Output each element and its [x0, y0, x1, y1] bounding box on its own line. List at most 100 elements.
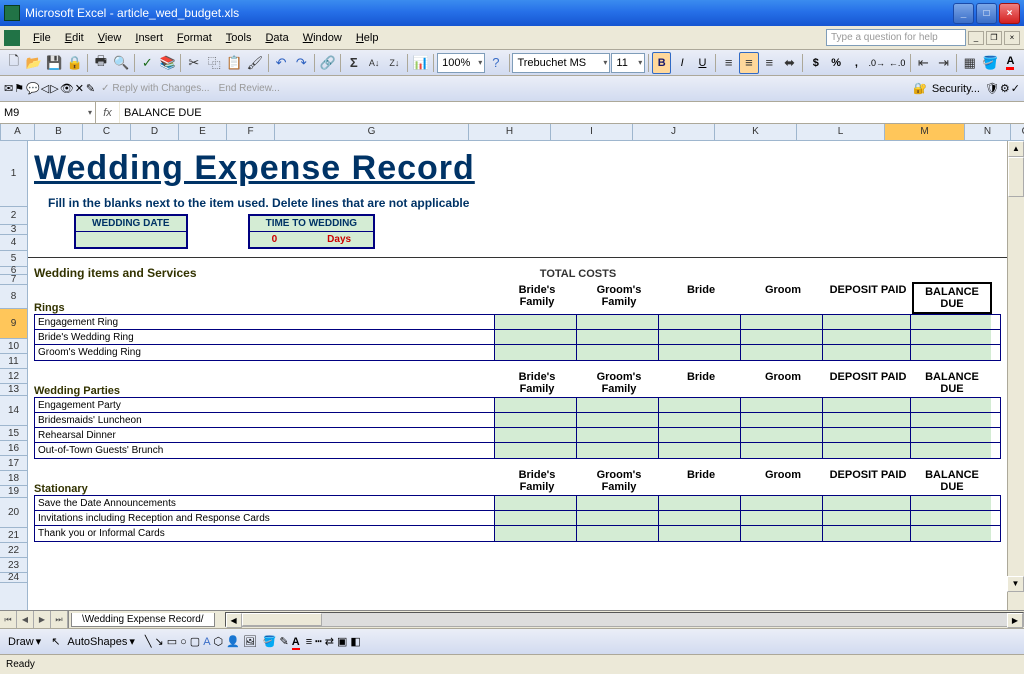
clipart-button[interactable]: 👤 — [226, 635, 240, 648]
row-header-2[interactable]: 2 — [0, 207, 27, 225]
menu-format[interactable]: Format — [170, 29, 219, 47]
name-box[interactable]: M9 — [0, 102, 96, 123]
tab-last-button[interactable]: ⏭ — [51, 611, 68, 628]
horizontal-scrollbar[interactable]: ◀ ▶ — [225, 612, 1024, 627]
draw-menu[interactable]: Draw ▾ — [4, 633, 45, 650]
percent-button[interactable]: % — [826, 52, 845, 74]
textbox-button[interactable]: ▢ — [190, 635, 200, 648]
rectangle-button[interactable]: ▭ — [167, 635, 177, 648]
sort-desc-button[interactable]: Z↓ — [385, 52, 404, 74]
merge-button[interactable]: ⬌ — [780, 52, 799, 74]
doc-minimize-button[interactable]: _ — [968, 31, 984, 45]
row-header-8[interactable]: 8 — [0, 285, 27, 309]
font-color-draw-button[interactable]: A — [292, 636, 300, 648]
redo-button[interactable]: ↷ — [292, 52, 311, 74]
line-style-button[interactable]: ≡ — [306, 636, 312, 648]
sheet-tab[interactable]: \Wedding Expense Record/ — [71, 613, 215, 627]
autoshapes-menu[interactable]: AutoShapes ▾ — [63, 633, 138, 650]
3d-button[interactable]: ◧ — [350, 635, 360, 648]
maximize-button[interactable]: □ — [976, 3, 997, 24]
save-button[interactable]: 💾 — [45, 52, 64, 74]
menu-data[interactable]: Data — [258, 29, 295, 47]
help-button[interactable]: ? — [486, 52, 505, 74]
arrow-style-button[interactable]: ⇄ — [325, 635, 334, 648]
tab-first-button[interactable]: ⏮ — [0, 611, 17, 628]
cut-button[interactable]: ✂ — [184, 52, 203, 74]
row-header-16[interactable]: 16 — [0, 441, 27, 456]
menu-file[interactable]: File — [26, 29, 58, 47]
col-header-J[interactable]: J — [633, 124, 715, 140]
row-header-21[interactable]: 21 — [0, 528, 27, 543]
fx-button[interactable]: fx — [96, 102, 120, 123]
row-header-15[interactable]: 15 — [0, 426, 27, 441]
align-right-button[interactable]: ≡ — [760, 52, 779, 74]
decrease-indent-button[interactable]: ⇤ — [914, 52, 933, 74]
row-header-12[interactable]: 12 — [0, 369, 27, 384]
increase-indent-button[interactable]: ⇥ — [934, 52, 953, 74]
decrease-decimal-button[interactable]: ←.0 — [887, 52, 906, 74]
row-header-18[interactable]: 18 — [0, 471, 27, 486]
chart-button[interactable]: 📊 — [411, 52, 430, 74]
zoom-combo[interactable]: 100% — [437, 53, 485, 73]
fill-color-draw-button[interactable]: 🪣 — [263, 635, 277, 648]
col-header-I[interactable]: I — [551, 124, 633, 140]
col-header-F[interactable]: F — [227, 124, 275, 140]
col-header-O[interactable]: O — [1011, 124, 1024, 140]
comment-button[interactable]: 💬 — [26, 82, 40, 95]
font-color-button[interactable]: A — [1001, 52, 1020, 74]
formula-input[interactable]: BALANCE DUE — [120, 102, 1024, 123]
vertical-scrollbar[interactable]: ▲ ▼ — [1007, 141, 1024, 610]
doc-restore-button[interactable]: ❐ — [986, 31, 1002, 45]
show-comment-button[interactable]: 👁 — [60, 82, 74, 95]
row-header-7[interactable]: 7 — [0, 275, 27, 285]
oval-button[interactable]: ○ — [180, 636, 187, 648]
increase-decimal-button[interactable]: .0→ — [867, 52, 886, 74]
col-header-L[interactable]: L — [797, 124, 885, 140]
copy-button[interactable]: ⿻ — [205, 52, 224, 74]
arrow-button[interactable]: ↘ — [155, 635, 164, 648]
align-left-button[interactable]: ≡ — [719, 52, 738, 74]
menu-window[interactable]: Window — [296, 29, 349, 47]
flag-button[interactable]: ⚑ — [14, 82, 24, 95]
sort-asc-button[interactable]: A↓ — [364, 52, 383, 74]
sec-btn-1[interactable]: 🛡 — [985, 82, 999, 95]
row-header-19[interactable]: 19 — [0, 486, 27, 498]
new-button[interactable]: 🗋 — [4, 52, 23, 74]
font-combo[interactable]: Trebuchet MS — [512, 53, 610, 73]
menu-edit[interactable]: Edit — [58, 29, 91, 47]
shadow-button[interactable]: ▣ — [337, 635, 347, 648]
italic-button[interactable]: I — [672, 52, 691, 74]
doc-close-button[interactable]: × — [1004, 31, 1020, 45]
bold-button[interactable]: B — [652, 52, 671, 74]
paste-button[interactable]: 📋 — [225, 52, 244, 74]
col-header-E[interactable]: E — [179, 124, 227, 140]
row-header-13[interactable]: 13 — [0, 384, 27, 396]
row-header-9[interactable]: 9 — [0, 309, 27, 339]
row-header-4[interactable]: 4 — [0, 235, 27, 251]
tab-prev-button[interactable]: ◀ — [17, 611, 34, 628]
comma-button[interactable]: , — [847, 52, 866, 74]
close-button[interactable]: × — [999, 3, 1020, 24]
col-header-K[interactable]: K — [715, 124, 797, 140]
select-objects-button[interactable]: ↖ — [51, 635, 60, 648]
font-size-combo[interactable]: 11 — [611, 53, 645, 73]
menu-tools[interactable]: Tools — [219, 29, 259, 47]
col-header-D[interactable]: D — [131, 124, 179, 140]
preview-button[interactable]: 🔍 — [112, 52, 131, 74]
ink-button[interactable]: ✎ — [86, 82, 95, 95]
row-header-17[interactable]: 17 — [0, 456, 27, 471]
line-button[interactable]: ╲ — [145, 635, 152, 648]
underline-button[interactable]: U — [693, 52, 712, 74]
dash-style-button[interactable]: ┅ — [315, 635, 322, 648]
col-header-H[interactable]: H — [469, 124, 551, 140]
autosum-button[interactable]: Σ — [344, 52, 363, 74]
row-header-22[interactable]: 22 — [0, 543, 27, 558]
spelling-button[interactable]: ✓ — [138, 52, 157, 74]
prev-comment-button[interactable]: ◁ — [41, 82, 49, 95]
wordart-button[interactable]: A — [203, 636, 210, 648]
align-center-button[interactable]: ≡ — [739, 52, 758, 74]
help-search-input[interactable]: Type a question for help — [826, 29, 966, 46]
col-header-C[interactable]: C — [83, 124, 131, 140]
currency-button[interactable]: $ — [806, 52, 825, 74]
fill-color-button[interactable]: 🪣 — [980, 52, 999, 74]
